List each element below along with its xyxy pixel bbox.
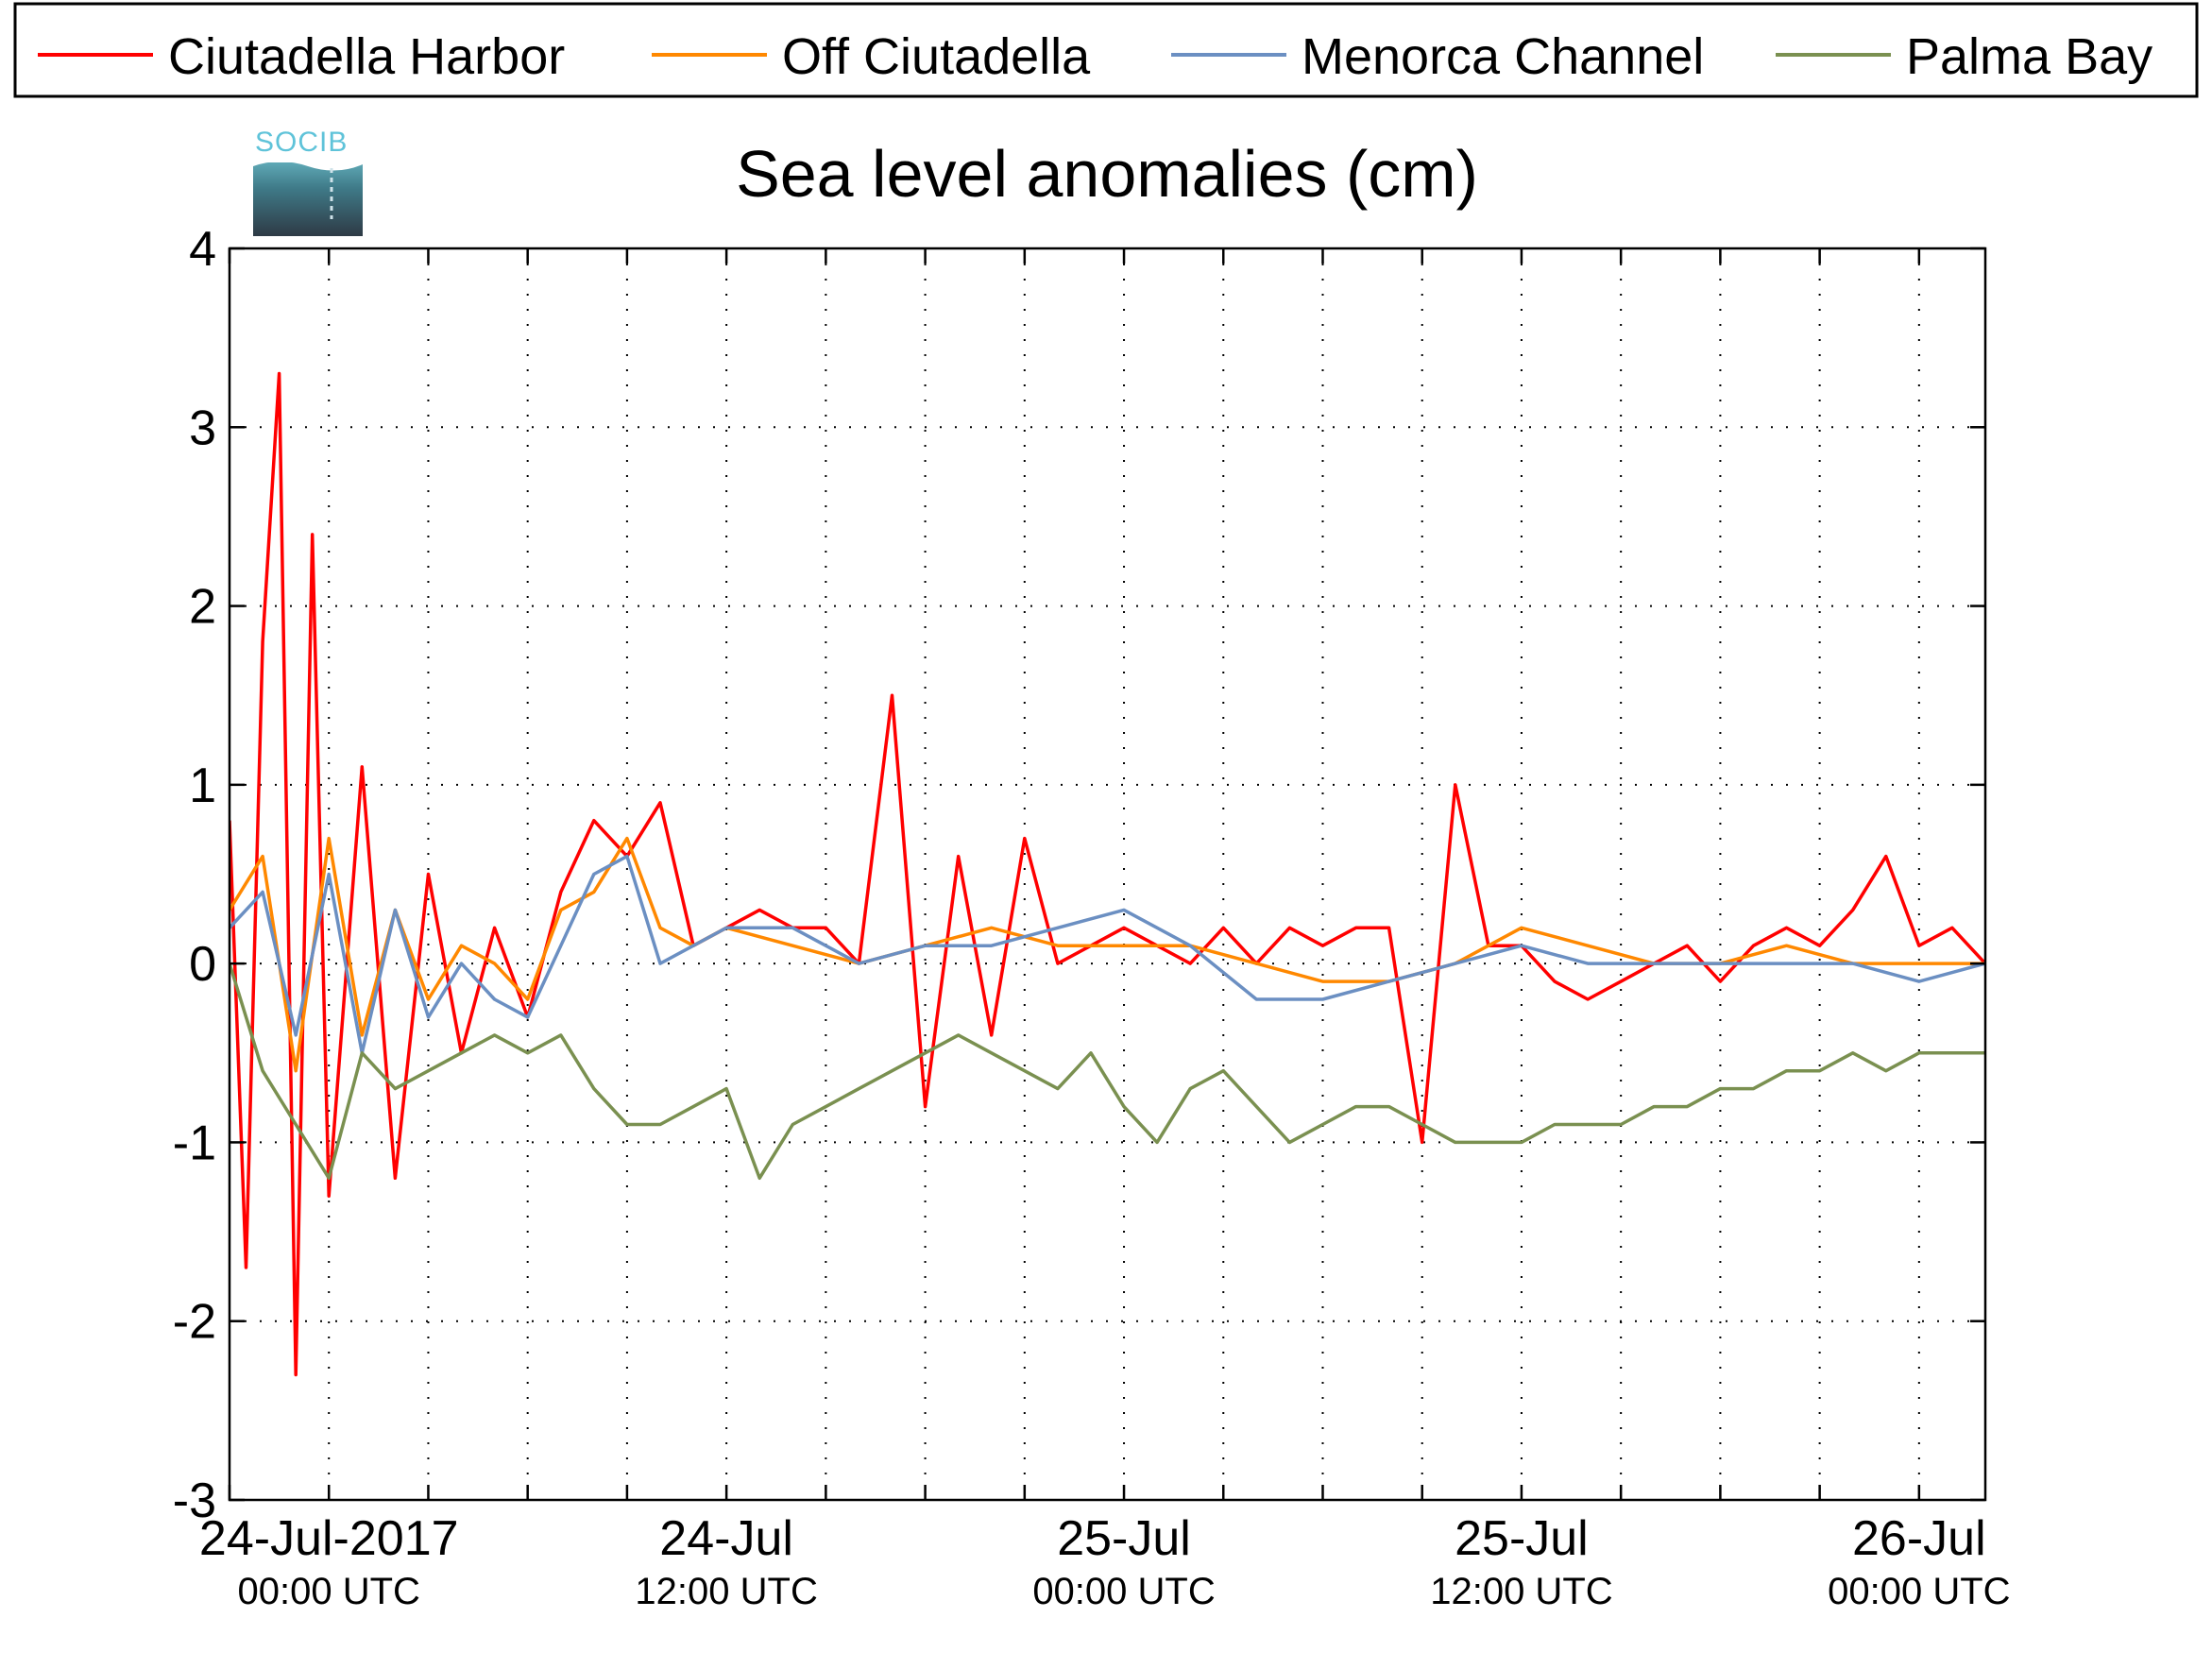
legend-label-0: Ciutadella Harbor [168, 28, 565, 85]
plot-frame [228, 247, 1987, 1502]
series-line-2 [230, 854, 1985, 1055]
y-tick-label: -3 [173, 1473, 216, 1528]
series-layer [230, 371, 1985, 1377]
plot-area [228, 247, 1987, 1502]
legend-label-1: Off Ciutadella [782, 28, 1091, 85]
y-tick-label: 4 [189, 222, 216, 277]
logo-wave-block [253, 162, 363, 236]
y-tick-label: -2 [173, 1295, 216, 1350]
x-tick-label: 26-Jul [1852, 1511, 1986, 1566]
socib-logo: SOCIB [253, 127, 363, 236]
plot-background [230, 248, 1985, 1500]
x-tick-label: 25-Jul [1057, 1511, 1191, 1566]
x-tick-sublabel: 12:00 UTC [1430, 1571, 1612, 1612]
series-line-3 [230, 962, 1985, 1181]
x-tick-label: 24-Jul [659, 1511, 793, 1566]
legend-label-3: Palma Bay [1906, 28, 2152, 85]
legend: Ciutadella Harbor Off Ciutadella Menorca C… [13, 2, 2199, 98]
legend-box [13, 2, 2199, 98]
chart-title: Sea level anomalies (cm) [736, 137, 1478, 211]
y-axis-labels: -3 -2 -1 0 1 2 3 4 [173, 222, 216, 1528]
x-tick-label: 25-Jul [1455, 1511, 1589, 1566]
y-tick-label: 3 [189, 400, 216, 455]
logo-text: SOCIB [255, 127, 348, 158]
x-tick-sublabel: 00:00 UTC [238, 1571, 420, 1612]
y-tick-label: -1 [173, 1116, 216, 1170]
logo-wave-shape [253, 162, 363, 171]
axis-ticks [228, 247, 1985, 1502]
x-tick-sublabel: 00:00 UTC [1032, 1571, 1215, 1612]
y-tick-label: 1 [189, 758, 216, 813]
y-tick-label: 0 [189, 937, 216, 992]
legend-label-2: Menorca Channel [1302, 28, 1704, 85]
y-tick-label: 2 [189, 580, 216, 635]
x-tick-sublabel: 12:00 UTC [635, 1571, 817, 1612]
series-line-0 [230, 371, 1985, 1377]
x-tick-label: 24-Jul-2017 [199, 1511, 459, 1566]
x-axis-labels: 24-Jul-2017 00:00 UTC 24-Jul 12:00 UTC 25-Ju… [199, 1511, 2011, 1612]
x-tick-sublabel: 00:00 UTC [1828, 1571, 2010, 1612]
